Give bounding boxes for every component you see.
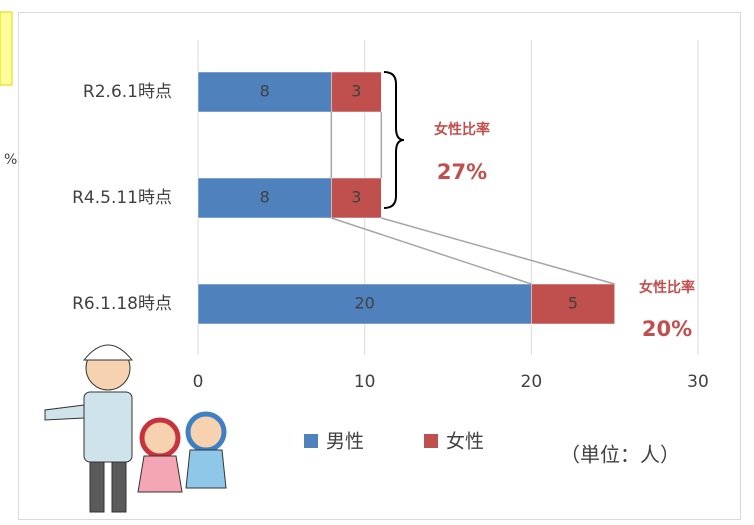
cropped-box (0, 12, 12, 85)
unit-note: （単位：人） (560, 443, 680, 467)
value-label: 8 (260, 82, 270, 101)
legend-label: 女性 (446, 431, 484, 453)
y-tick-label: R6.1.18時点 (72, 294, 172, 314)
brace (384, 72, 404, 208)
x-tick-label: 10 (354, 372, 376, 392)
value-label: 20 (354, 294, 374, 313)
annotation-label: 女性比率 (434, 121, 490, 138)
annotation-value: 27% (437, 160, 487, 184)
y-tick-label: R2.6.1時点 (83, 82, 172, 102)
annotation-label: 女性比率 (639, 279, 695, 296)
x-tick-label: 20 (521, 372, 543, 392)
legend-label: 男性 (326, 431, 364, 453)
chart: % 0 10 20 30 R2.6.1時点 8 3 R4.5.11時点 8 3 R6.1.18時点 2… (0, 0, 754, 525)
side-fragment: % (4, 152, 17, 168)
value-label: 3 (351, 82, 361, 101)
y-tick-label: R4.5.11時点 (72, 188, 172, 208)
illustration (45, 345, 226, 512)
value-label: 3 (351, 188, 361, 207)
value-label: 5 (568, 294, 578, 313)
value-label: 8 (260, 188, 270, 207)
x-tick-label: 0 (193, 372, 204, 392)
annotation-value: 20% (642, 317, 692, 341)
legend-swatch (424, 434, 438, 448)
connector (331, 218, 531, 284)
connector (381, 218, 614, 284)
x-tick-label: 30 (687, 372, 709, 392)
legend-swatch (304, 434, 318, 448)
